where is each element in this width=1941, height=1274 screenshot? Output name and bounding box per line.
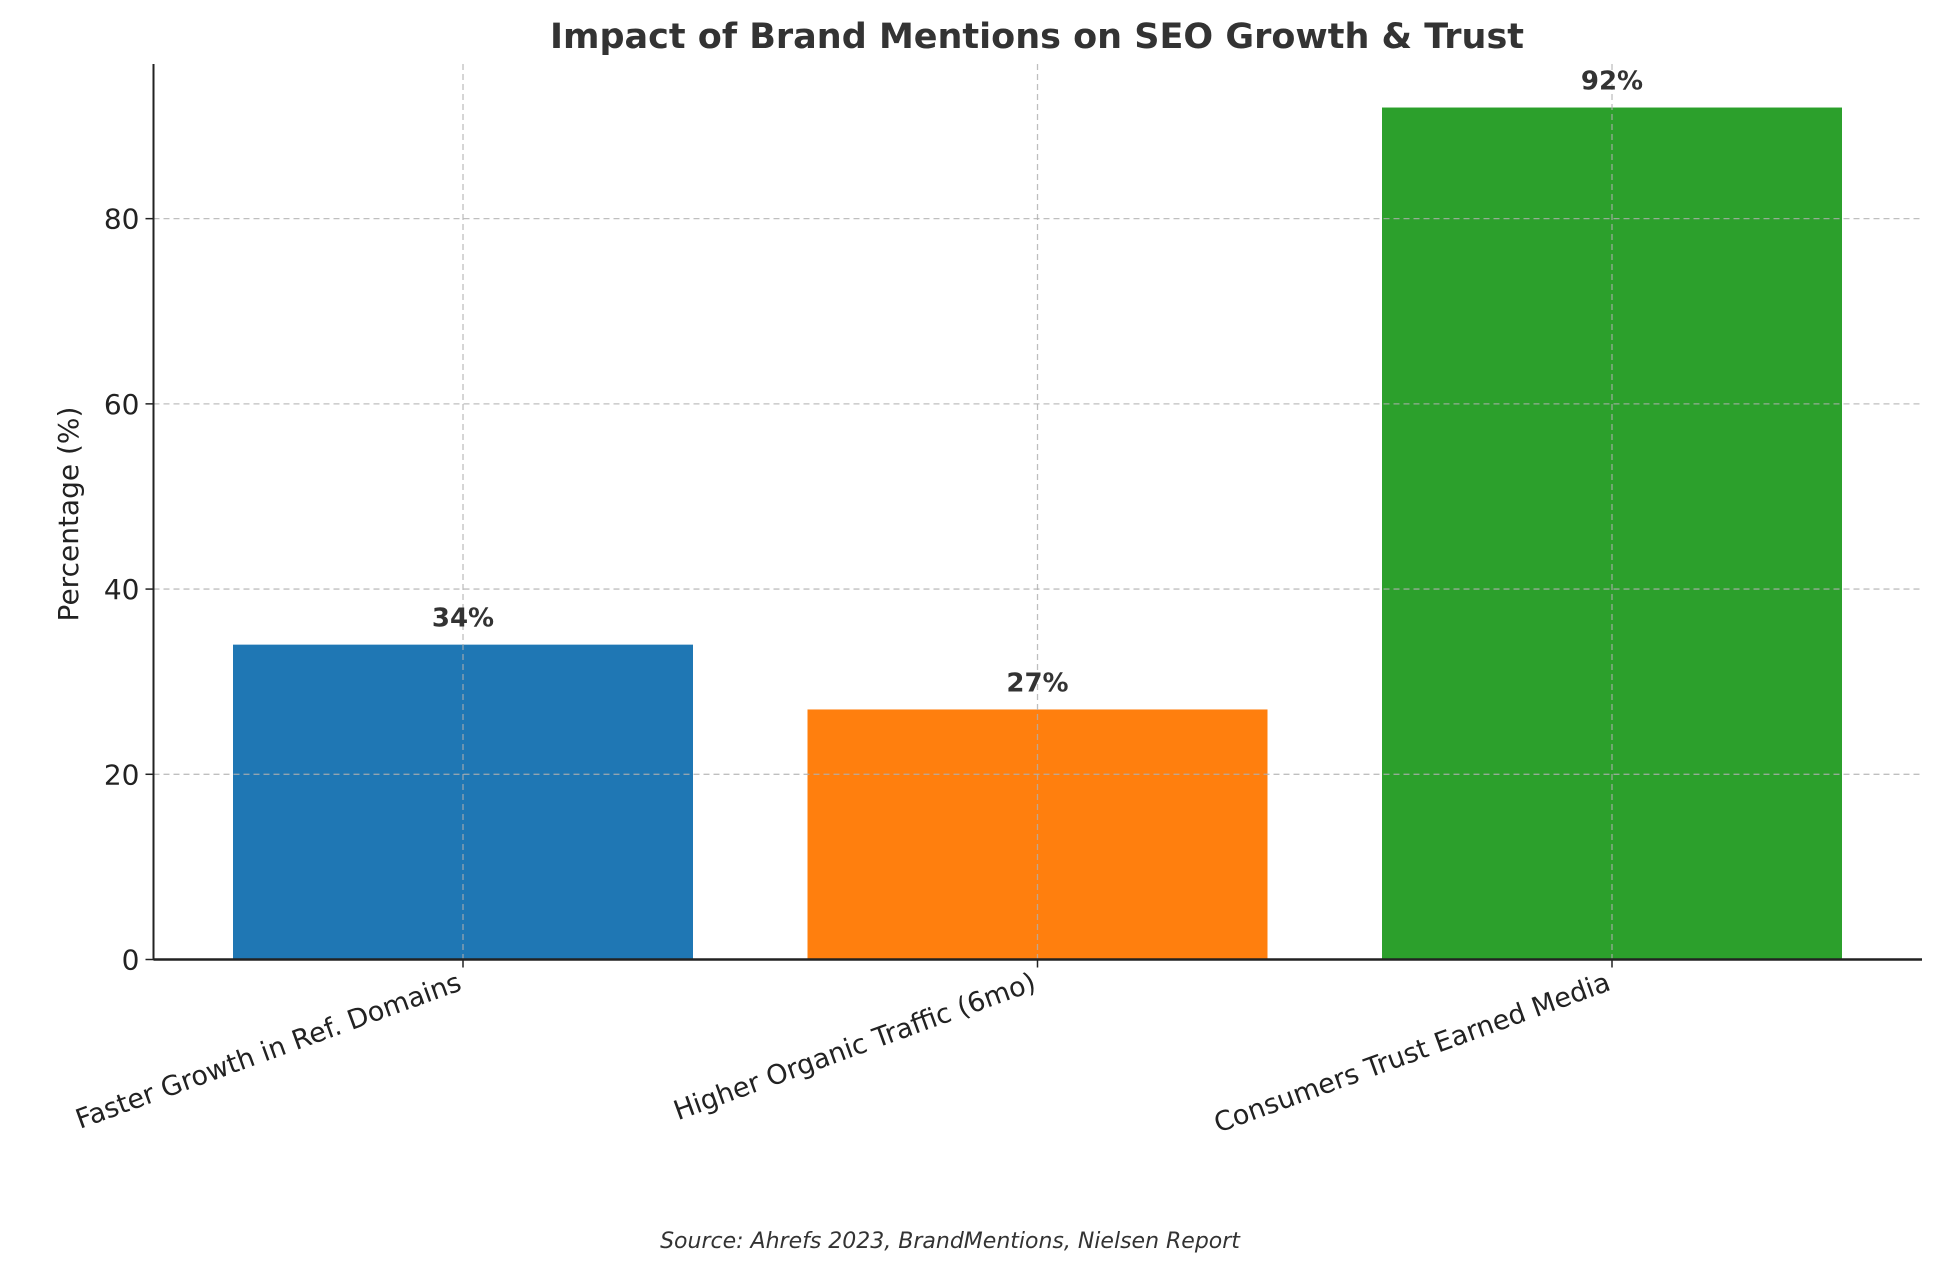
- data-labels: 34% 27% 92%: [432, 67, 1643, 699]
- y-tick-label: 60: [104, 388, 140, 421]
- y-axis-label: Percentage (%): [52, 407, 85, 622]
- y-tick-label: 0: [122, 944, 140, 977]
- chart-title: Impact of Brand Mentions on SEO Growth &…: [550, 17, 1524, 57]
- y-tick-label: 40: [104, 573, 140, 606]
- y-tick-label: 80: [104, 203, 140, 236]
- x-tick-label: Higher Organic Traffic (6mo): [670, 967, 1040, 1127]
- x-ticks: Faster Growth in Ref. Domains Higher Orga…: [72, 959, 1614, 1139]
- y-tick-label: 20: [104, 758, 140, 791]
- source-note: Source: Ahrefs 2023, BrandMentions, Niel…: [660, 1229, 1241, 1254]
- y-ticks: 0 20 40 60 80: [104, 203, 154, 977]
- data-label: 27%: [1006, 668, 1068, 698]
- x-tick-label: Faster Growth in Ref. Domains: [72, 967, 466, 1136]
- x-tick-label: Consumers Trust Earned Media: [1210, 967, 1614, 1139]
- axes: [152, 64, 1922, 961]
- data-label: 92%: [1581, 67, 1643, 97]
- grid: [153, 64, 1922, 960]
- bar: [233, 644, 693, 960]
- data-label: 34%: [432, 604, 494, 634]
